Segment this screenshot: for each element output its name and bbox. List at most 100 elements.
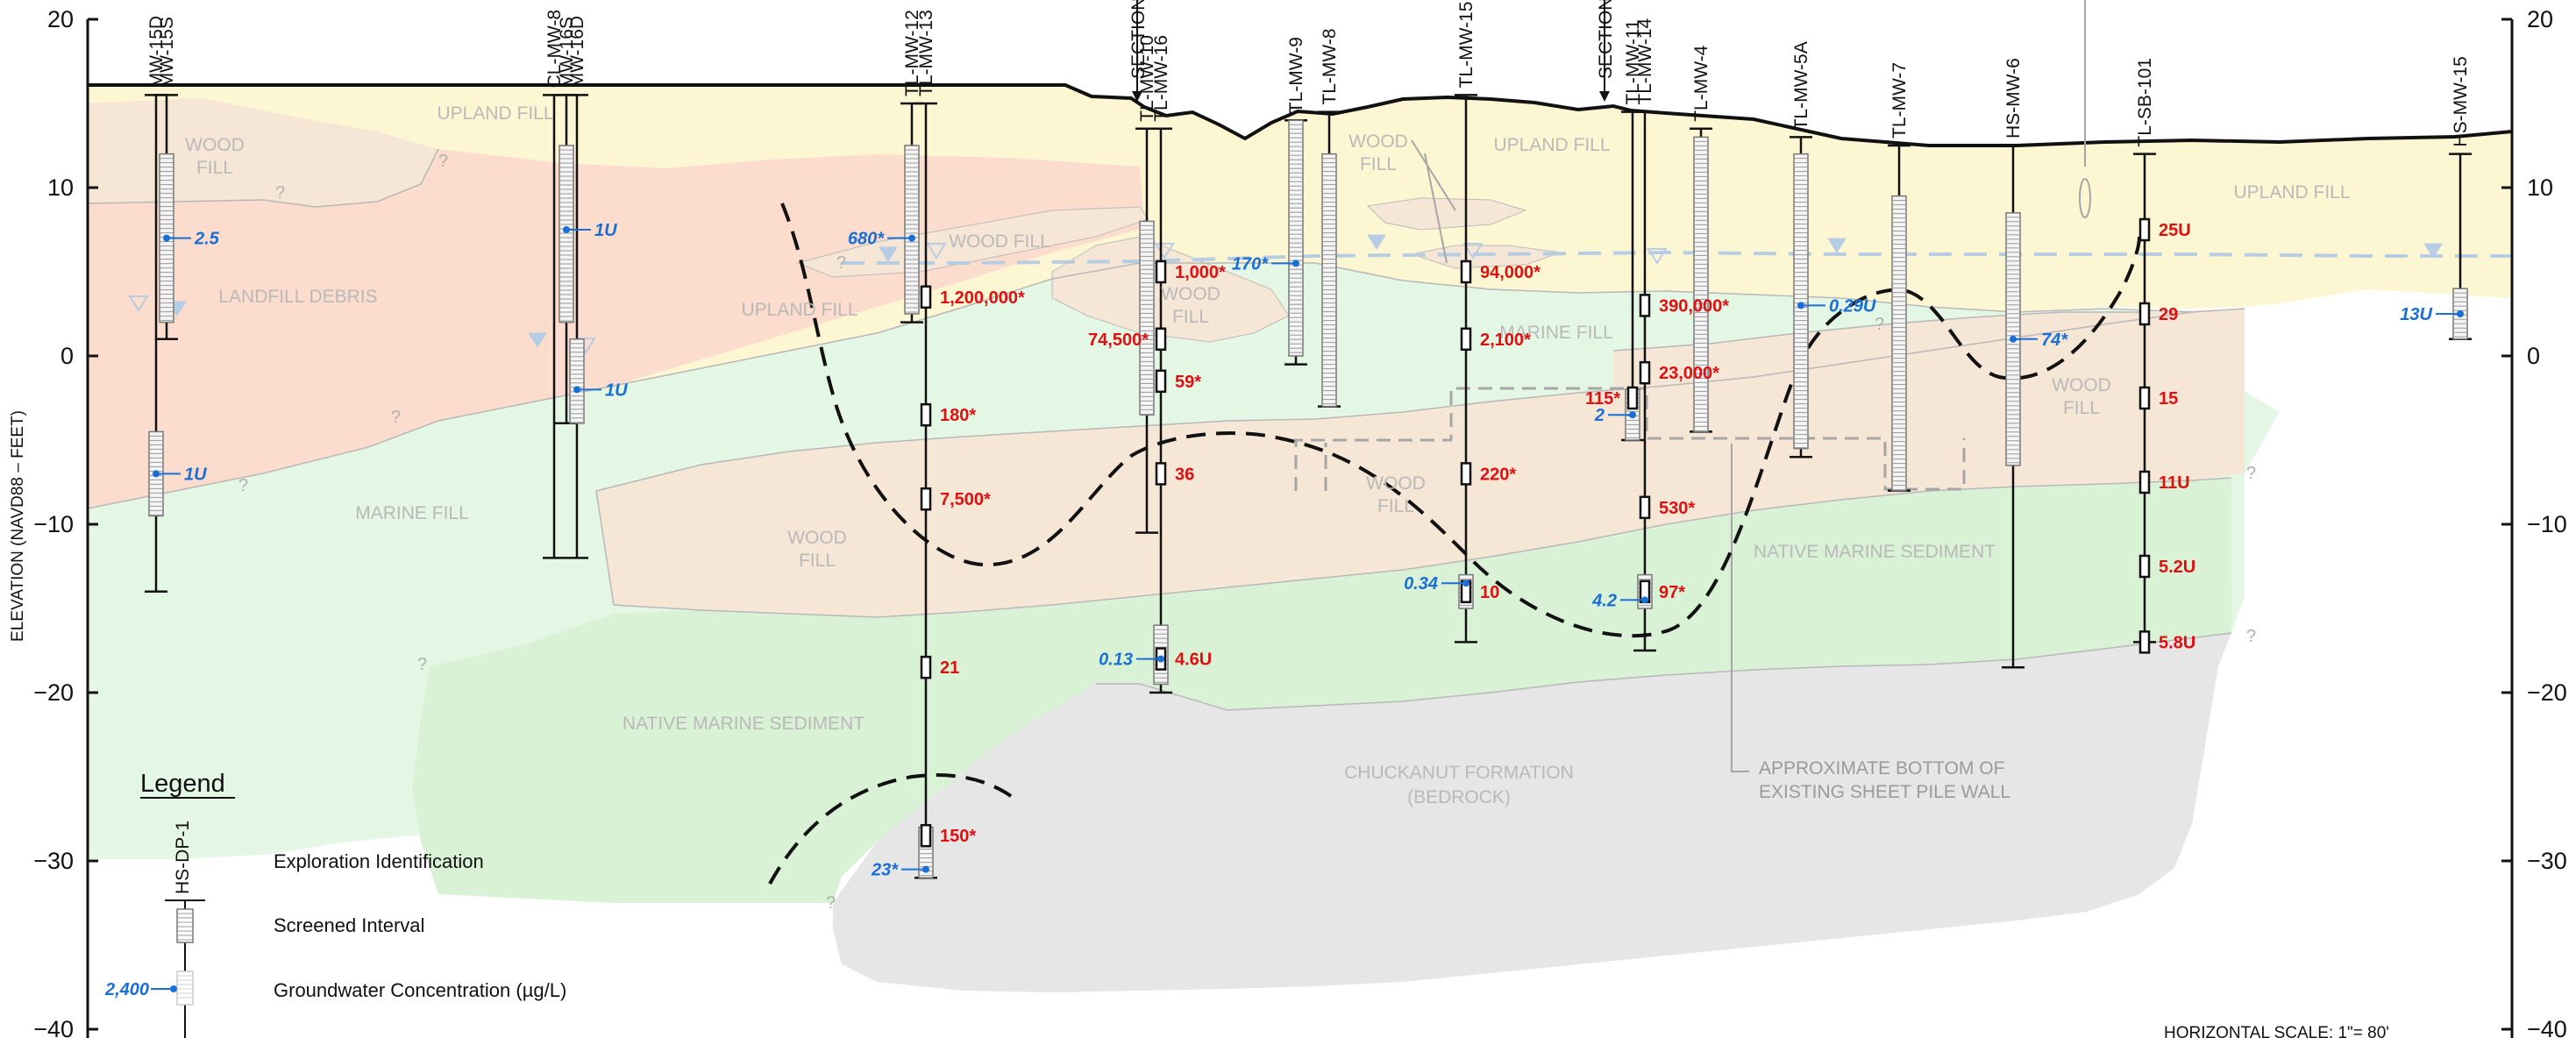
sample-interval-marker <box>920 285 932 309</box>
sample-interval-marker <box>920 487 932 511</box>
soil-concentration-value: 10 <box>1480 583 1499 602</box>
axis-tick-label: 20 <box>47 6 74 32</box>
unit-label-upland-fill-3: UPLAND FILL <box>1493 135 1610 155</box>
legend: Legend HS-DP-1 2,400 Exploration Identif… <box>104 770 566 1038</box>
uncertain-contact-markers: ? ? ? ? ? ? ? ? ? ? <box>238 152 2256 913</box>
well-label: TL-MW-8 <box>1320 28 1340 104</box>
sample-interval-marker <box>2138 470 2151 494</box>
well-label: TL-MW-13 <box>916 10 936 96</box>
well-label: TL-MW-4 <box>1691 45 1711 121</box>
well-cl-mw-8: CL-MW-8 <box>543 10 566 559</box>
right-axis: 20 10 0 −10 −20 −30 −40 <box>2501 6 2567 1038</box>
axis-tick-label: 20 <box>2527 6 2553 32</box>
soil-concentration-value: 25U <box>2159 221 2191 240</box>
sample-interval-marker <box>1626 386 1639 410</box>
well-tl-mw-8: TL-MW-8 <box>1318 28 1341 408</box>
section-marker-2: SECTION <box>1596 0 1616 102</box>
unit-label-upland-fill: UPLAND FILL <box>437 103 553 124</box>
soil-concentration-value: 5.2U <box>2159 558 2195 577</box>
unit-label-upland-fill-2: UPLAND FILL <box>741 300 857 320</box>
soil-concentration-value: 4.6U <box>1175 651 1212 670</box>
sheet-pile-note: APPROXIMATE BOTTOM OF EXISTING SHEET PIL… <box>1759 758 2010 802</box>
groundwater-concentration-value: 680* <box>848 230 885 249</box>
groundwater-concentration-value: 0.34 <box>1404 574 1438 594</box>
soil-concentration-value: 36 <box>1175 465 1194 484</box>
plume-extent-line <box>780 203 2141 638</box>
legend-exploration-id: Exploration Identification <box>274 850 484 872</box>
soil-concentration-value: 21 <box>940 658 959 678</box>
svg-text:?: ? <box>391 408 401 427</box>
screened-interval <box>1891 195 1907 492</box>
svg-text:?: ? <box>826 893 836 913</box>
water-level-marker <box>1367 234 1386 250</box>
groundwater-concentration-value: 1U <box>605 380 628 400</box>
unit-label-wood-fill-5: WOOD FILL <box>787 528 847 571</box>
unit-label-wood-fill: WOOD FILL <box>185 135 245 178</box>
section-marker-label: SECTION <box>1596 0 1616 79</box>
well-label: TL-MW-10 <box>1137 35 1157 122</box>
soil-concentration-value: 29 <box>2159 305 2178 324</box>
soil-concentration-value: 220* <box>1480 465 1516 484</box>
water-level-marker <box>2423 243 2443 259</box>
groundwater-concentration-value: 2.5 <box>194 230 220 249</box>
unit-label-wood-fill-lens: WOOD FILL <box>1161 284 1220 327</box>
well-mw-15d: MW-15D <box>145 16 167 594</box>
axis-tick-label: −20 <box>33 679 74 706</box>
unit-label-upland-fill-4: UPLAND FILL <box>2233 182 2350 203</box>
groundwater-sample-point <box>1462 579 1469 587</box>
groundwater-concentration-value: 1U <box>594 221 617 240</box>
well-label: TL-MW-9 <box>1286 37 1306 113</box>
sample-interval-marker <box>2138 302 2151 326</box>
sample-interval-marker <box>2138 217 2151 242</box>
soil-concentration-value: 23,000* <box>1659 364 1719 383</box>
unit-label-wood-fill-band: WOOD FILL <box>949 231 1050 252</box>
water-level-marker <box>1827 238 1847 253</box>
soil-concentration-value: 530* <box>1659 499 1695 518</box>
sample-interval-marker <box>2138 630 2151 654</box>
plume-extent-line-lower <box>768 773 1021 885</box>
unit-label-bedrock: CHUCKANUT FORMATION (BEDROCK) <box>1344 763 1574 807</box>
groundwater-sample-point <box>573 386 580 394</box>
unit-label-native-marine: NATIVE MARINE SEDIMENT <box>623 714 865 734</box>
well-tl-mw-7: TL-MW-7 <box>1888 62 1911 492</box>
sheet-pile-wall <box>1294 387 1966 491</box>
screened-interval <box>1693 136 1709 433</box>
legend-exploration-sample: HS-DP-1 <box>173 821 193 894</box>
legend-screen-symbol <box>176 908 194 943</box>
sample-interval-marker <box>1155 369 1167 394</box>
sample-interval-marker <box>1460 260 1472 284</box>
legend-screened-interval: Screened Interval <box>274 914 424 936</box>
axis-tick-label: 10 <box>47 174 74 201</box>
unit-label-wood-fill-4: WOOD FILL <box>1366 473 1426 516</box>
svg-text:?: ? <box>836 253 846 273</box>
axis-tick-label: 10 <box>2527 174 2553 201</box>
axis-tick-label: −10 <box>2527 511 2567 537</box>
groundwater-sample-point <box>563 226 570 233</box>
svg-text:?: ? <box>2246 627 2256 646</box>
soil-concentration-value: 97* <box>1659 583 1685 602</box>
groundwater-concentration-value: 170* <box>1232 254 1269 274</box>
svg-text:?: ? <box>417 655 427 674</box>
well-label: HS-MW-6 <box>2003 58 2024 139</box>
well-tl-mw-5a: TL-MW-5A <box>1790 41 1812 459</box>
groundwater-concentration-value: 2 <box>1594 406 1605 425</box>
soil-concentration-value: 74,500* <box>1088 331 1149 350</box>
groundwater-sample-point <box>153 470 160 478</box>
water-level-marker <box>1647 248 1668 265</box>
well-label: MW-15S <box>157 17 177 88</box>
groundwater-sample-point <box>163 234 170 242</box>
soil-concentration-value: 390,000* <box>1659 296 1729 316</box>
unit-label-landfill-debris: LANDFILL DEBRIS <box>218 287 377 307</box>
well-label: TL-SB-101 <box>2135 58 2155 147</box>
well-mw-16s: MW-16S <box>555 17 578 425</box>
unit-labels: UPLAND FILL WOOD FILL LANDFILL DEBRIS MAR… <box>185 103 2350 807</box>
groundwater-sample-point <box>1641 596 1648 604</box>
unit-label-native-marine-2: NATIVE MARINE SEDIMENT <box>1754 542 1996 562</box>
soil-concentration-value: 150* <box>940 827 976 846</box>
axis-tick-label: −20 <box>2527 679 2567 706</box>
water-level-marker <box>1462 243 1484 260</box>
soil-concentration-value: 1,200,000* <box>940 288 1025 308</box>
groundwater-sample-point <box>908 234 915 242</box>
y-axis-label: ELEVATION (NAVD88 – FEET) <box>9 410 27 642</box>
unit-label-marine-fill-2: MARINE FILL <box>1499 323 1613 343</box>
